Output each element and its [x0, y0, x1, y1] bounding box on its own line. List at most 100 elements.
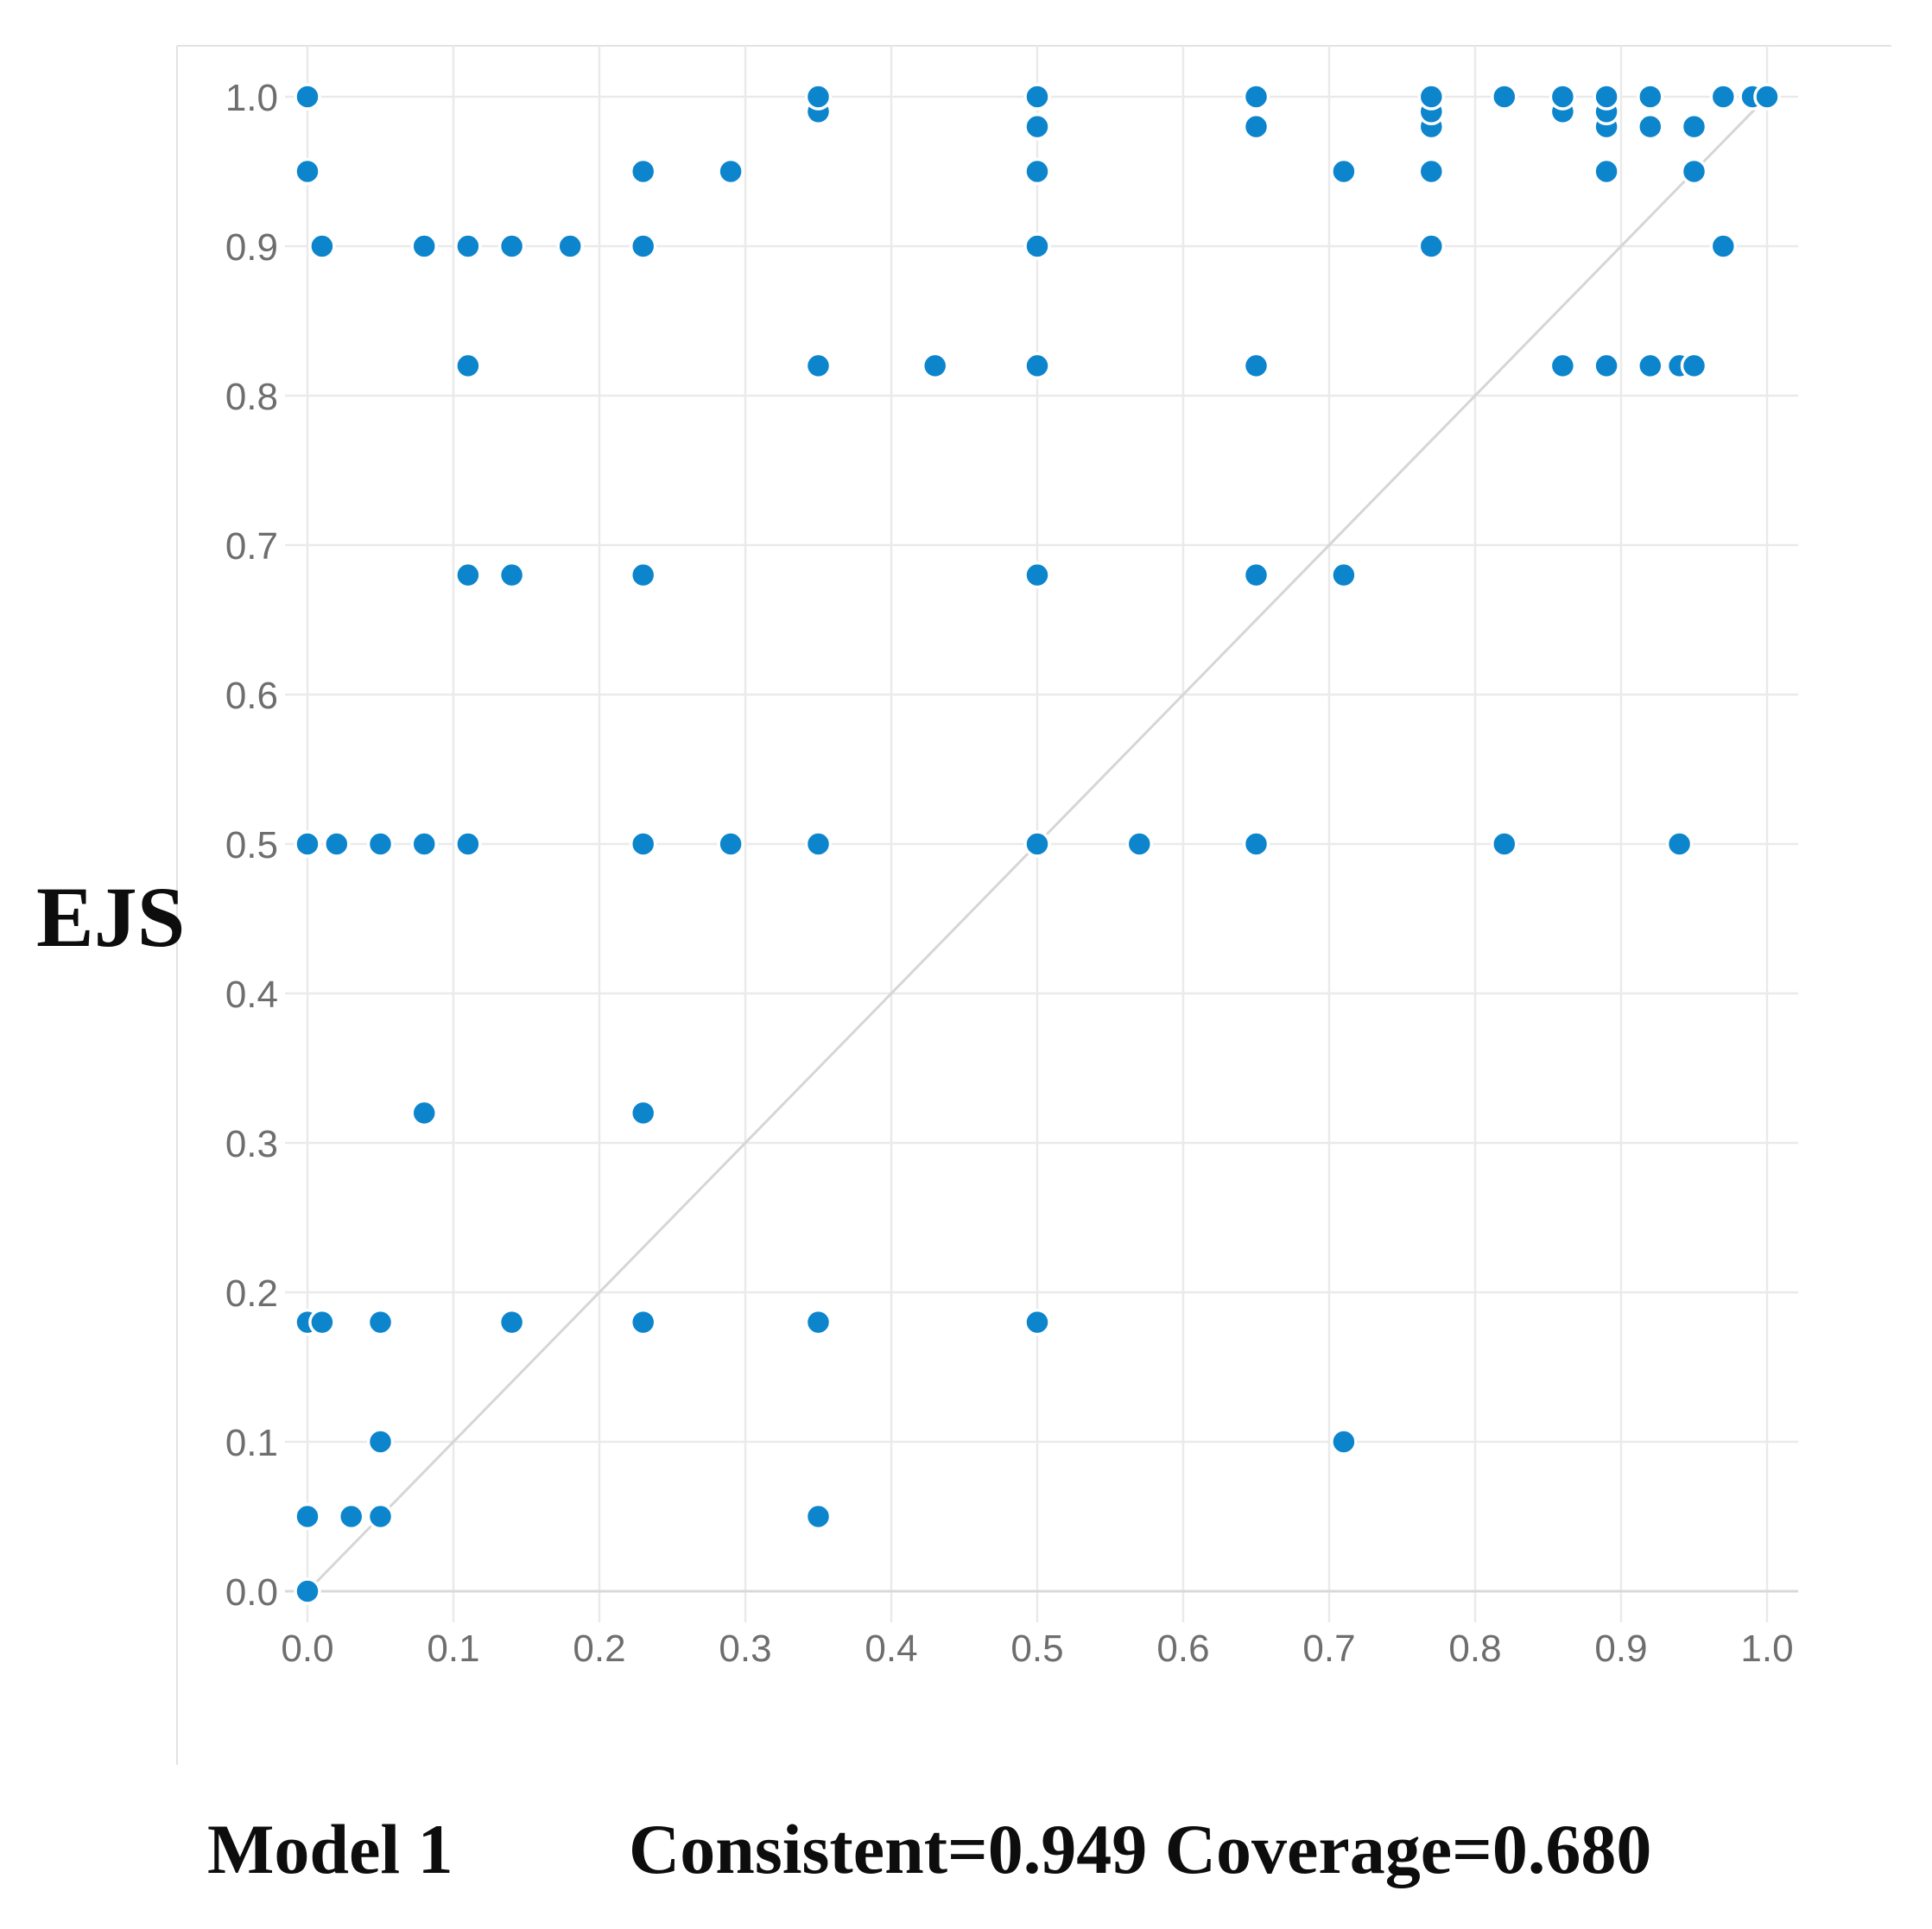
- x-tick-label: 0.4: [865, 1628, 917, 1670]
- data-point: [1023, 830, 1051, 858]
- data-point: [1665, 830, 1694, 858]
- x-tick-label: 0.7: [1302, 1628, 1355, 1670]
- data-point: [1491, 83, 1518, 111]
- caption: Model 1 Consistent=0.949 Coverage=0.680: [0, 1814, 1932, 1918]
- data-point: [1125, 830, 1154, 858]
- y-axis-title: EJS: [36, 869, 186, 965]
- data-point: [1709, 83, 1738, 111]
- data-point: [1680, 157, 1708, 186]
- data-point: [717, 830, 744, 858]
- data-point: [1680, 352, 1708, 380]
- data-point: [1023, 112, 1051, 141]
- data-point: [717, 157, 744, 186]
- data-point: [1753, 83, 1781, 111]
- data-point: [1023, 83, 1051, 111]
- x-tick-label: 0.2: [573, 1628, 625, 1670]
- data-point: [410, 1099, 438, 1127]
- data-point: [1242, 561, 1270, 589]
- data-point: [410, 232, 438, 260]
- data-point: [1023, 232, 1051, 260]
- data-point: [556, 232, 584, 260]
- data-point: [366, 830, 395, 858]
- data-point: [629, 232, 657, 260]
- y-tick-label: 0.2: [225, 1272, 278, 1315]
- data-point: [1549, 352, 1577, 380]
- data-point: [629, 830, 657, 858]
- data-point: [629, 157, 657, 186]
- x-tick-label: 0.5: [1010, 1628, 1063, 1670]
- data-point: [323, 830, 351, 858]
- data-point: [294, 1577, 321, 1605]
- data-point: [308, 232, 336, 260]
- y-tick-label: 0.7: [225, 525, 278, 568]
- data-point: [308, 1308, 336, 1336]
- data-point: [629, 1308, 657, 1336]
- data-point: [410, 830, 438, 858]
- caption-model-label: Model 1: [207, 1810, 453, 1888]
- data-point: [1242, 352, 1270, 380]
- data-point: [804, 1502, 833, 1531]
- data-point: [1330, 561, 1358, 589]
- y-tick-label: 0.8: [225, 376, 278, 418]
- data-point: [1330, 157, 1358, 186]
- data-point: [1417, 157, 1446, 186]
- data-point: [1637, 352, 1664, 380]
- data-point: [497, 1308, 526, 1336]
- data-point: [497, 561, 526, 589]
- data-point: [337, 1502, 365, 1531]
- y-tick-label: 0.1: [225, 1422, 278, 1464]
- data-point: [366, 1428, 395, 1456]
- y-tick-label: 0.0: [225, 1571, 278, 1614]
- data-point: [1242, 112, 1270, 141]
- y-tick-label: 0.4: [225, 974, 278, 1016]
- data-point: [1023, 1308, 1051, 1336]
- data-point: [1593, 352, 1620, 380]
- tick-labels: 0.0 0.1 0.2 0.3 0.4 0.5 0.6 0.7 0.8 0.9 1.0 0.0 0.1 0…: [225, 77, 1794, 1670]
- data-point: [1549, 83, 1577, 111]
- x-tick-label: 0.0: [281, 1628, 333, 1670]
- data-point: [1593, 157, 1620, 186]
- data-point: [366, 1308, 395, 1336]
- data-point: [454, 561, 482, 589]
- data-point: [454, 232, 482, 260]
- data-point: [1242, 83, 1270, 111]
- plot-panel-border: [176, 45, 1891, 1765]
- data-point: [1330, 1428, 1358, 1456]
- gridlines: [285, 46, 1798, 1622]
- data-point: [294, 1502, 321, 1531]
- data-point: [294, 83, 321, 111]
- data-point: [1593, 83, 1620, 111]
- data-point: [1709, 232, 1738, 260]
- x-tick-label: 0.6: [1156, 1628, 1209, 1670]
- y-tick-label: 0.6: [225, 675, 278, 717]
- data-point: [1023, 352, 1051, 380]
- data-point: [804, 352, 833, 380]
- x-tick-label: 0.3: [719, 1628, 771, 1670]
- data-point: [1023, 157, 1051, 186]
- data-point: [629, 1099, 657, 1127]
- data-point: [1637, 83, 1664, 111]
- data-point: [1417, 232, 1446, 260]
- data-point: [1680, 112, 1708, 141]
- data-point: [804, 83, 833, 111]
- data-point: [1637, 112, 1664, 141]
- data-point: [294, 830, 321, 858]
- caption-stats-label: Consistent=0.949 Coverage=0.680: [629, 1810, 1652, 1888]
- y-tick-label: 1.0: [225, 77, 278, 119]
- data-point: [454, 352, 482, 380]
- x-tick-label: 0.9: [1594, 1628, 1647, 1670]
- data-point: [804, 1308, 833, 1336]
- x-tick-label: 1.0: [1740, 1628, 1793, 1670]
- y-tick-label: 0.5: [225, 824, 278, 866]
- x-tick-label: 0.1: [427, 1628, 479, 1670]
- data-point: [629, 561, 657, 589]
- data-point: [294, 157, 321, 186]
- data-point: [1417, 83, 1446, 111]
- data-point: [1242, 830, 1270, 858]
- data-point: [1023, 561, 1051, 589]
- data-point: [804, 830, 833, 858]
- x-tick-label: 0.8: [1448, 1628, 1501, 1670]
- y-tick-label: 0.9: [225, 226, 278, 269]
